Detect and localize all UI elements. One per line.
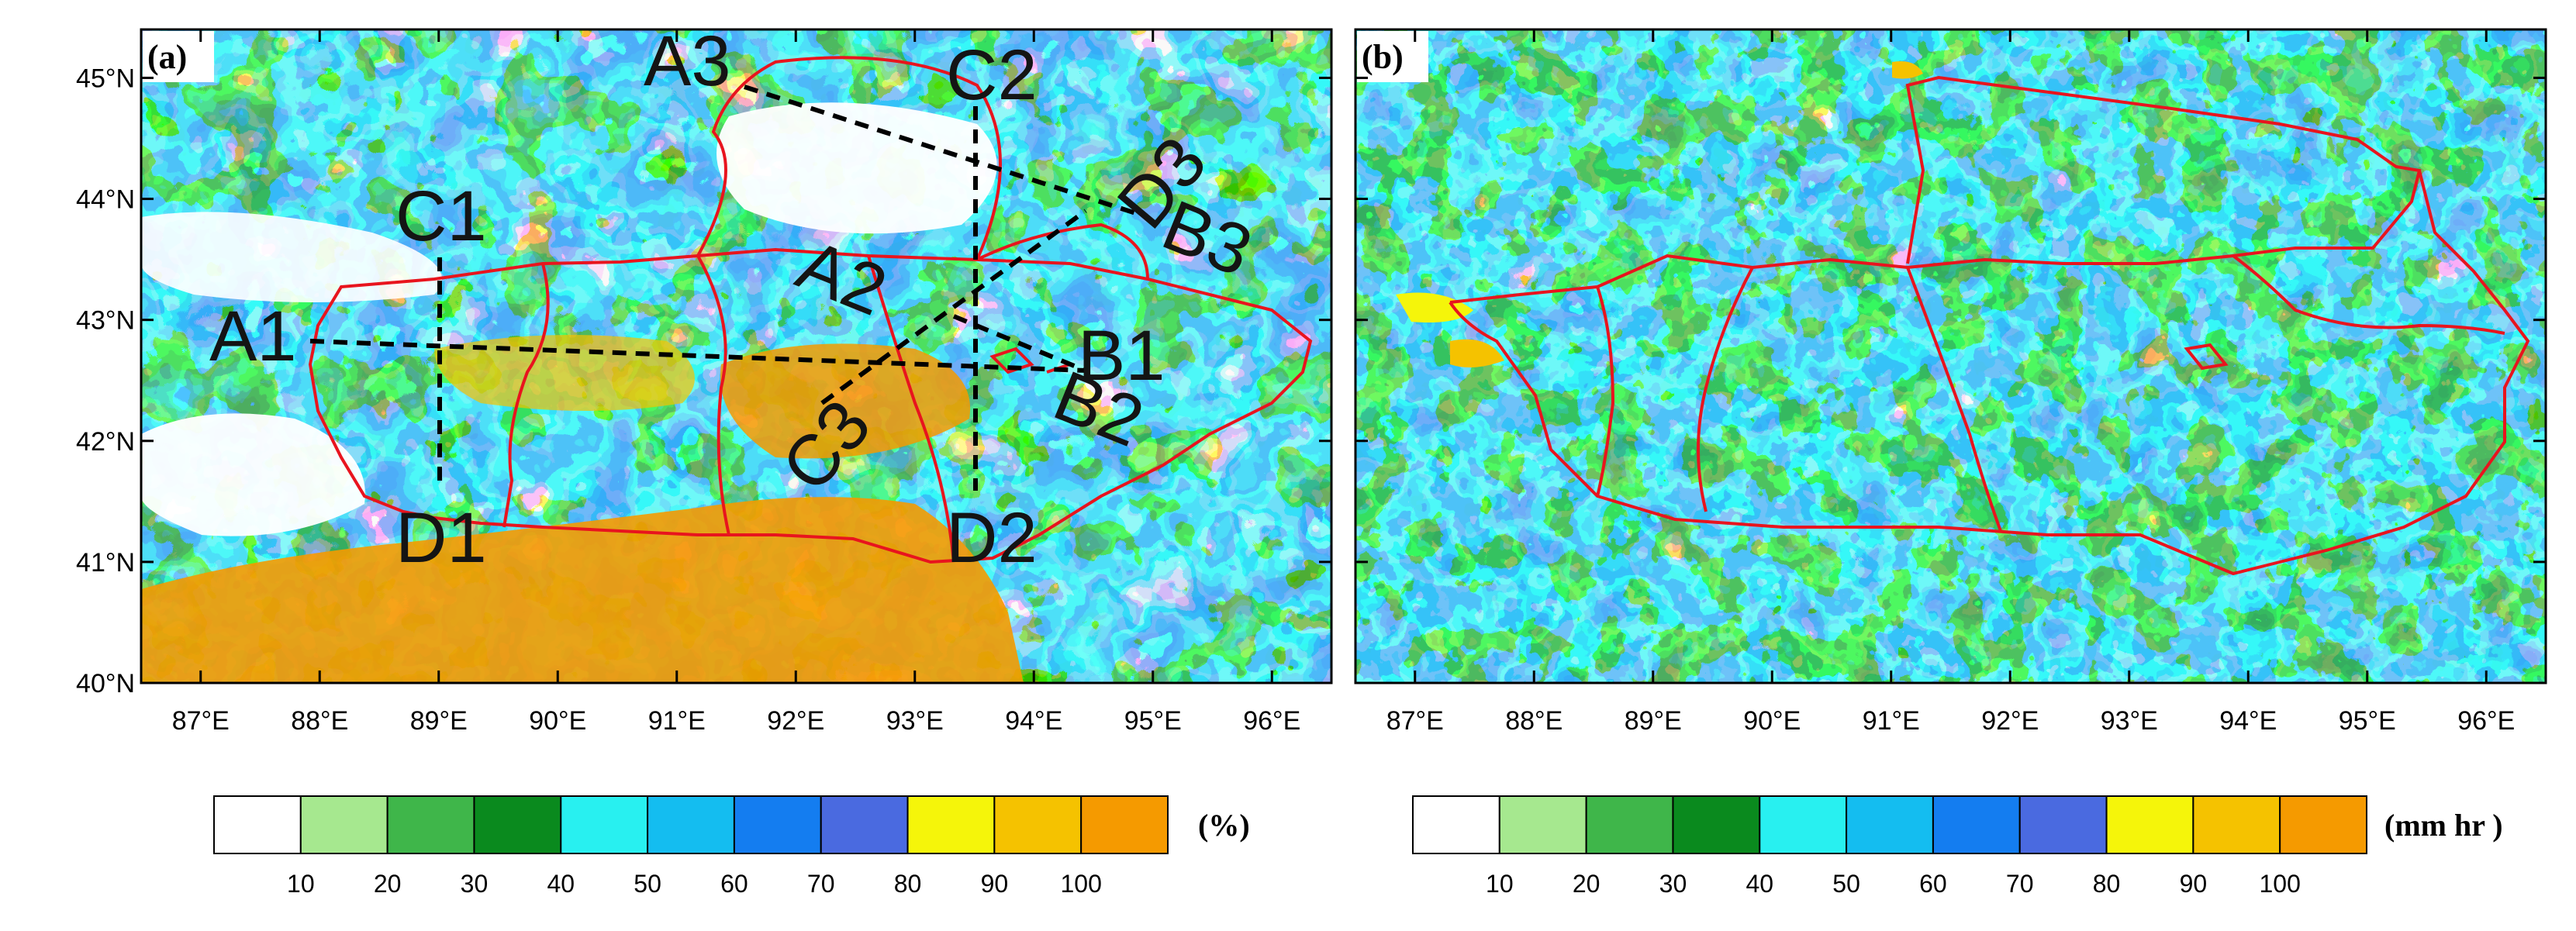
colorbar-b-swatch <box>1759 795 1848 854</box>
panel-a-lon-label: 90°E <box>529 706 586 736</box>
panel-a: A1 B1 A2 B2 A3 B3 C1 D1 C2 D2 C3 D3 (a) … <box>76 22 1333 736</box>
colorbar-b-tick-label: 90 <box>2180 870 2208 898</box>
panel-a-lon-label: 94°E <box>1005 706 1062 736</box>
panel-a-lon-label: 89°E <box>410 706 468 736</box>
colorbar-a-swatch <box>647 795 735 854</box>
colorbar-b-tick-label: 100 <box>2259 870 2300 898</box>
colorbar-a-tick-label: 40 <box>547 870 575 898</box>
colorbar-a-tick-label: 20 <box>374 870 402 898</box>
panel-b-lon-label: 88°E <box>1505 706 1563 736</box>
colorbar-a-swatch <box>213 795 302 854</box>
colorbar-b: 10 20 30 40 50 60 70 80 90 100 <box>1412 795 2368 898</box>
panel-b-lon-label: 93°E <box>2101 706 2158 736</box>
colorbar-a-unit: (%) <box>1198 808 1250 843</box>
panel-a-lon-label: 93°E <box>886 706 944 736</box>
label-a3: A3 <box>644 22 731 101</box>
panel-a-lon-label: 87°E <box>172 706 230 736</box>
colorbar-a-tick-label: 60 <box>720 870 748 898</box>
colorbar-b-swatch <box>2018 795 2108 854</box>
panel-b-label: (b) <box>1362 38 1404 76</box>
colorbar-b-tick-label: 70 <box>2006 870 2034 898</box>
colorbar-b-swatch <box>1585 795 1674 854</box>
panel-b-boundaries <box>1449 75 2530 576</box>
colorbar-b-unit: (mm hr ) <box>2384 808 2503 843</box>
panel-b-label-box <box>1357 31 1428 82</box>
panel-b-lon-label: 87°E <box>1386 706 1444 736</box>
panel-b-lon-label: 89°E <box>1625 706 1682 736</box>
colorbar-a-swatch <box>906 795 996 854</box>
panel-a-section-labels: A1 B1 A2 B2 A3 B3 C1 D1 C2 D2 C3 D3 <box>209 22 1262 578</box>
colorbar-a-swatch <box>733 795 822 854</box>
colorbar-a-tick-label: 90 <box>981 870 1009 898</box>
label-c2: C2 <box>946 36 1038 115</box>
label-d2: D2 <box>946 498 1038 578</box>
panel-a-lon-label: 96°E <box>1243 706 1300 736</box>
colorbar-a-tick-label: 10 <box>287 870 315 898</box>
panel-b-lon-label: 92°E <box>1981 706 2039 736</box>
colorbar-b-tick-label: 50 <box>1832 870 1860 898</box>
colorbar-b-swatch <box>1672 795 1761 854</box>
label-a1: A1 <box>209 297 297 376</box>
section-a3-b3 <box>744 84 1148 219</box>
colorbar-b-tick-label: 30 <box>1659 870 1687 898</box>
panel-a-lat-label: 42°N <box>76 427 135 457</box>
panel-b-lon-label: 91°E <box>1863 706 1920 736</box>
colorbar-b-swatch <box>2279 795 2368 854</box>
colorbar-b-swatch <box>1846 795 1934 854</box>
panel-a-boundaries <box>308 56 1313 564</box>
label-b1: B1 <box>1078 316 1165 395</box>
label-d1: D1 <box>395 498 487 578</box>
colorbar-a: 10 20 30 40 50 60 70 80 90 100 <box>213 795 1169 898</box>
panel-a-lon-label: 91°E <box>648 706 706 736</box>
colorbar-b-tick-label: 20 <box>1573 870 1601 898</box>
panel-b: (b) 87°E 88°E 89°E 90°E 91°E 92°E 93°E 94°E 95°E… <box>1354 28 2547 736</box>
panel-b-lon-label: 90°E <box>1743 706 1801 736</box>
colorbar-a-tick-label: 100 <box>1060 870 1101 898</box>
colorbar-b-tick-label: 80 <box>2093 870 2121 898</box>
colorbar-a-tick-label: 30 <box>461 870 489 898</box>
panel-b-lon-label: 95°E <box>2339 706 2396 736</box>
panel-a-lon-label: 95°E <box>1124 706 1182 736</box>
colorbar-b-tick-label: 60 <box>1919 870 1947 898</box>
section-a1-b1 <box>309 339 1086 373</box>
panel-a-label-box <box>143 31 214 82</box>
panel-a-cross-sections <box>309 84 1148 491</box>
panel-a-lat-label: 43°N <box>76 306 135 336</box>
panel-b-field <box>1355 29 2546 683</box>
colorbar-a-swatch <box>993 795 1083 854</box>
panel-a-lon-label: 88°E <box>291 706 348 736</box>
panel-a-lat-label: 44°N <box>76 185 135 215</box>
colorbar-a-swatch <box>1080 795 1169 854</box>
panel-a-lat-label: 45°N <box>76 64 135 93</box>
colorbar-b-tick-label: 40 <box>1746 870 1773 898</box>
panel-b-lon-label: 94°E <box>2219 706 2277 736</box>
colorbar-a-swatch <box>299 795 388 854</box>
panel-b-frame <box>1354 28 2547 684</box>
panel-a-lon-label: 92°E <box>767 706 824 736</box>
panel-a-axes: 87°E 88°E 89°E 90°E 91°E 92°E 93°E 94°E 95°E 96°E… <box>76 29 1331 736</box>
panel-b-axes: 87°E 88°E 89°E 90°E 91°E 92°E 93°E 94°E 95°E 96°E <box>1355 29 2546 736</box>
section-c3-d3 <box>820 209 1087 405</box>
panel-a-label: (a) <box>147 38 187 76</box>
panel-a-frame <box>140 28 1333 684</box>
panel-a-lat-label: 41°N <box>76 548 135 578</box>
colorbar-a-swatch <box>473 795 562 854</box>
panel-a-lat-label: 40°N <box>76 669 135 698</box>
colorbar-a-swatch <box>820 795 909 854</box>
panel-b-lon-label: 96°E <box>2457 706 2515 736</box>
colorbar-a-swatch <box>560 795 649 854</box>
label-c1: C1 <box>395 177 487 256</box>
colorbar-b-swatch <box>2105 795 2194 854</box>
colorbar-a-tick-label: 80 <box>894 870 922 898</box>
colorbar-b-swatch <box>1498 795 1587 854</box>
colorbar-a-tick-label: 70 <box>807 870 835 898</box>
colorbar-b-swatch <box>1412 795 1500 854</box>
colorbar-a-tick-label: 50 <box>634 870 661 898</box>
colorbar-b-tick-label: 10 <box>1486 870 1514 898</box>
colorbar-b-swatch <box>1932 795 2021 854</box>
colorbar-b-swatch <box>2192 795 2281 854</box>
colorbar-a-swatch <box>386 795 475 854</box>
panel-a-field <box>141 29 1331 683</box>
